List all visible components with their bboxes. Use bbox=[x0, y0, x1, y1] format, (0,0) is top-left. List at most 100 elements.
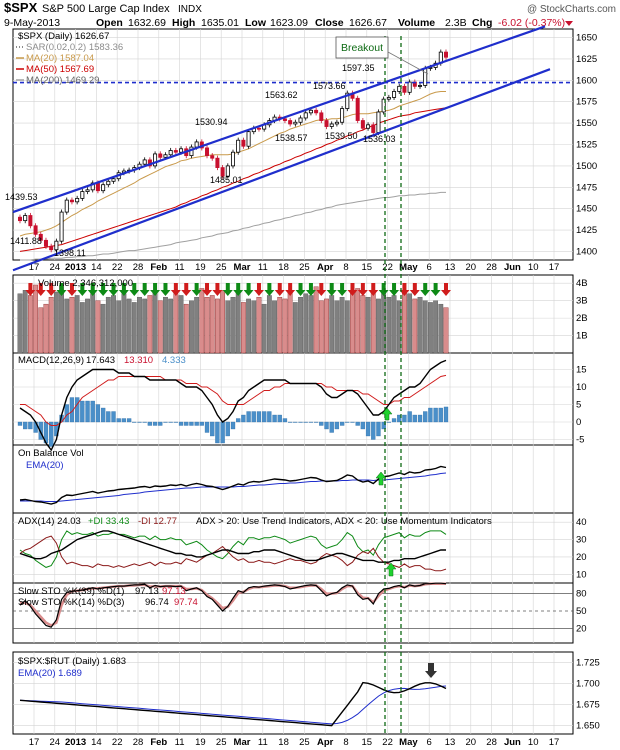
volume-up-arrow bbox=[389, 283, 400, 296]
volume-label: Volume bbox=[398, 17, 435, 29]
macd-line bbox=[19, 359, 447, 452]
volume-bar bbox=[438, 303, 444, 354]
volume-bar bbox=[74, 295, 80, 354]
candle-body bbox=[303, 112, 308, 119]
macd-histogram-bar bbox=[381, 421, 386, 430]
ma200-legend: MA(200) 1469.29 bbox=[26, 75, 99, 86]
x-tick-label: May bbox=[399, 737, 418, 748]
macd-histogram-bar bbox=[303, 421, 308, 423]
x-tick-label: 8 bbox=[343, 262, 348, 273]
signal-arrows bbox=[375, 407, 437, 678]
sto2-legend: Slow STO %K(14) %D(3) bbox=[18, 597, 124, 608]
x-tick-label: 6 bbox=[427, 262, 432, 273]
volume-value: 2.3B bbox=[445, 17, 467, 29]
volume-bar bbox=[443, 307, 449, 354]
candle-body bbox=[256, 127, 261, 130]
volume-up-arrow bbox=[243, 283, 254, 296]
index-name: S&P 500 Large Cap Index bbox=[42, 3, 170, 15]
macd-histogram-bar bbox=[111, 411, 116, 423]
ma200-line bbox=[20, 191, 446, 261]
candle-body bbox=[59, 211, 64, 242]
x-tick-label: Jun bbox=[504, 262, 521, 273]
volume-up-arrow bbox=[56, 283, 67, 296]
x-tick-label: 11 bbox=[175, 262, 185, 273]
macd-histogram-bar bbox=[230, 421, 236, 430]
stochastic-panel-frame bbox=[12, 582, 574, 644]
low-label: Low bbox=[245, 17, 267, 29]
macd-histogram-bar bbox=[49, 421, 54, 447]
volume-down-arrow bbox=[212, 283, 223, 296]
macd-histogram-bar bbox=[334, 421, 340, 430]
x-tick-label: 18 bbox=[278, 737, 289, 748]
macd-histogram-bar bbox=[106, 411, 111, 423]
candle-body bbox=[402, 85, 407, 93]
macd-tick-label: 15 bbox=[576, 365, 587, 376]
candle-body bbox=[75, 197, 80, 203]
macd-histogram-bar bbox=[287, 421, 293, 423]
candle-body bbox=[230, 151, 235, 167]
sto1-d-value: 97.13 bbox=[162, 586, 186, 597]
candle-body bbox=[111, 178, 116, 182]
volume-bar bbox=[48, 296, 54, 354]
candle-body bbox=[366, 124, 371, 129]
volume-tick-label: 3B bbox=[576, 296, 588, 307]
date-label: 9-May-2013 bbox=[4, 17, 60, 29]
volume-bar bbox=[225, 300, 231, 354]
ratio-tick-label: 1.675 bbox=[576, 700, 600, 711]
volume-bar bbox=[194, 296, 200, 354]
volume-bar bbox=[90, 293, 96, 354]
volume-bar bbox=[163, 296, 168, 354]
candle-body bbox=[308, 109, 313, 114]
volume-bar bbox=[22, 290, 28, 354]
macd-histogram-bar bbox=[293, 421, 298, 423]
sto1-k-value: 97.13 bbox=[135, 586, 159, 597]
macd-histogram-bar bbox=[308, 421, 314, 423]
volume-down-arrow bbox=[170, 283, 181, 296]
volume-up-arrow bbox=[337, 283, 348, 296]
volume-bar bbox=[407, 293, 413, 354]
volume-up-arrow bbox=[233, 283, 244, 296]
macd-histogram-bar bbox=[428, 407, 433, 423]
macd-histogram-bar bbox=[28, 421, 33, 430]
candle-body bbox=[407, 81, 412, 93]
x-tick-label: 25 bbox=[299, 737, 310, 748]
x-tick-label: 15 bbox=[362, 262, 373, 273]
candle-body bbox=[340, 108, 345, 123]
candle-body bbox=[345, 92, 350, 109]
volume-bar bbox=[422, 300, 428, 354]
candle-body bbox=[80, 191, 85, 199]
volume-bar bbox=[126, 298, 132, 354]
macd-histogram-bar bbox=[236, 418, 241, 423]
candle-body bbox=[205, 147, 210, 157]
candle-body bbox=[64, 199, 69, 213]
macd-histogram-bar bbox=[339, 421, 345, 426]
ratio-tick-label: 1.700 bbox=[576, 678, 600, 689]
obv-legend: On Balance Vol bbox=[18, 448, 84, 459]
candle-body bbox=[158, 153, 163, 158]
ratio-tick-label: 1.725 bbox=[576, 657, 600, 668]
volume-bar bbox=[261, 303, 267, 354]
macd-histogram-bar bbox=[386, 421, 392, 423]
price-label: 1539.50 bbox=[325, 131, 358, 141]
open-label: Open bbox=[96, 17, 123, 29]
candle-body bbox=[85, 189, 90, 192]
volume-up-arrow bbox=[77, 283, 88, 296]
candle-body bbox=[179, 148, 184, 153]
candle-body bbox=[298, 117, 303, 123]
candle-body bbox=[173, 150, 178, 153]
candle-body bbox=[23, 215, 28, 222]
obv-ema-legend: EMA(20) bbox=[26, 460, 63, 471]
volume-bar bbox=[246, 298, 251, 354]
grid-layer: 1717242420132013141422222828FebFeb111119… bbox=[13, 29, 600, 748]
macd-histogram-bar bbox=[69, 397, 75, 423]
volume-bar bbox=[137, 296, 142, 354]
volume-up-arrow bbox=[305, 283, 316, 296]
volume-up-arrow bbox=[191, 283, 202, 296]
macd-histogram-bar bbox=[417, 414, 423, 423]
ratio-down-arrow-icon bbox=[425, 663, 437, 678]
volume-bar bbox=[344, 300, 350, 354]
macd-histogram-bar bbox=[251, 411, 256, 423]
price-tick-label: 1500 bbox=[576, 161, 597, 172]
price-tick-label: 1425 bbox=[576, 225, 597, 236]
volume-bar bbox=[339, 296, 345, 354]
